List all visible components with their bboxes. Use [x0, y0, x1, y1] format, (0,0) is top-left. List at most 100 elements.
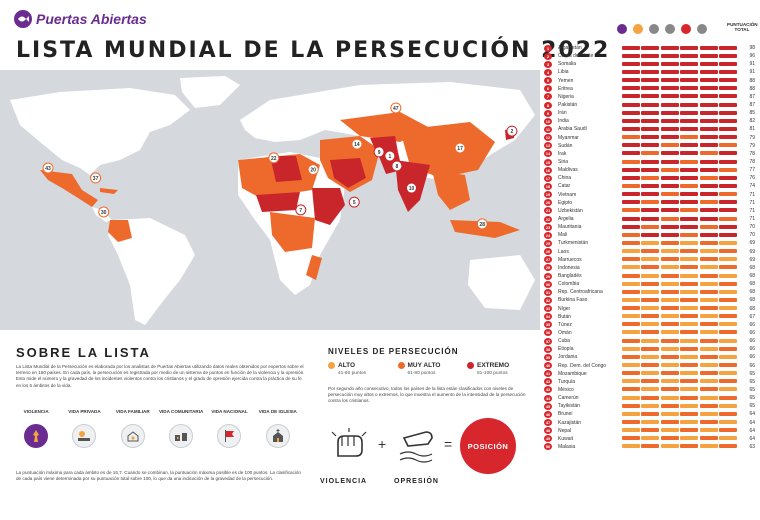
- page-title: LISTA MUNDIAL DE LA PERSECUCIÓN 2022: [16, 38, 611, 63]
- category-bar: [699, 167, 718, 172]
- category-bar: [699, 208, 718, 213]
- category-bar: [680, 175, 699, 180]
- map-marker-label: 7: [299, 208, 302, 214]
- country-score: 82: [749, 118, 755, 125]
- category-bar: [660, 53, 679, 58]
- category-bar: [622, 379, 640, 384]
- country-name: Bangladés: [558, 273, 582, 279]
- category-bar: [641, 363, 660, 368]
- category-bar: [719, 314, 738, 319]
- rank-badge: 8: [544, 101, 552, 109]
- category-bar: [660, 69, 679, 74]
- category-bar: [680, 428, 699, 433]
- category-bar: [660, 420, 679, 425]
- category-bars: [622, 428, 738, 433]
- category-bar: [622, 346, 640, 351]
- category-bar: [660, 126, 679, 131]
- category-bars: [622, 395, 738, 401]
- country-row: 31 Rep. Centroafricana 68: [544, 288, 756, 296]
- country-row: 30 Colombia 68: [544, 280, 756, 288]
- category-bar: [699, 281, 718, 286]
- category-bar: [719, 444, 738, 449]
- rank-badge: 33: [544, 305, 552, 313]
- category-bar: [719, 135, 738, 140]
- category-bar: [622, 53, 640, 58]
- country-score: 64: [749, 427, 755, 434]
- private-life-icon: [72, 424, 97, 448]
- category-bar: [622, 61, 640, 66]
- category-bar: [680, 69, 699, 74]
- country-name: Marruecos: [558, 256, 582, 263]
- category-bar: [622, 428, 640, 433]
- category-bars: [622, 86, 738, 91]
- category-bar: [622, 208, 640, 213]
- category-bars: [622, 289, 738, 295]
- category-bar: [641, 387, 660, 392]
- land-australia: [468, 255, 535, 310]
- category-bar: [622, 135, 640, 140]
- country-name: Irán: [558, 110, 567, 117]
- category-bar: [680, 183, 699, 188]
- country-row: 7 Nigeria 87: [544, 93, 756, 101]
- position-badge: POSICIÓN: [460, 418, 516, 474]
- logo: Puertas Abiertas: [14, 10, 147, 28]
- country-name: México: [558, 386, 574, 393]
- category-bar: [719, 224, 738, 229]
- category-bar: [699, 159, 718, 164]
- category-bar: [680, 135, 699, 140]
- map-marker: [506, 125, 518, 137]
- category-bars: [622, 200, 738, 205]
- country-score: 98: [749, 45, 755, 52]
- country-name: Mali: [558, 232, 568, 239]
- level-alto: ALTO 41-60 puntos: [328, 362, 394, 376]
- category-bar: [699, 151, 718, 156]
- country-score: 68: [749, 305, 755, 312]
- map-marker-label: 1: [388, 154, 391, 160]
- map-marker-label: 5: [353, 200, 356, 206]
- category-bar: [680, 346, 699, 351]
- category-national-life: VIDA NACIONAL: [205, 409, 253, 448]
- country-row: 13 Sudán 79: [544, 142, 756, 150]
- country-score: 64: [749, 435, 755, 442]
- level-range: 41-60 puntos: [338, 371, 367, 376]
- category-bar: [641, 110, 660, 115]
- category-bar: [622, 126, 640, 131]
- rank-badge: 27: [544, 256, 552, 264]
- country-name: Pakistán: [558, 102, 578, 109]
- category-bar: [719, 69, 738, 74]
- category-bar: [719, 102, 738, 107]
- category-bar: [622, 200, 640, 205]
- rank-badge: 40: [544, 362, 552, 370]
- category-bar: [719, 265, 738, 270]
- category-bar: [699, 444, 718, 449]
- category-bar: [680, 78, 699, 83]
- country-name: Laos: [558, 248, 569, 255]
- category-bar: [641, 297, 660, 302]
- church-life-icon: [697, 24, 707, 34]
- category-bar: [719, 151, 738, 156]
- map-marker: [476, 218, 488, 230]
- category-bar: [680, 330, 699, 335]
- category-bar: [660, 208, 679, 213]
- category-bar: [719, 192, 738, 197]
- country-score: 65: [749, 395, 755, 402]
- category-bars: [622, 322, 738, 327]
- category-bar: [680, 240, 699, 245]
- category-bar: [680, 257, 699, 262]
- category-bar: [660, 444, 679, 449]
- category-bar: [680, 363, 699, 368]
- category-bar: [622, 102, 640, 107]
- country-score: 77: [749, 167, 755, 174]
- country-score: 64: [749, 411, 755, 418]
- category-bar: [680, 354, 699, 359]
- category-bar: [719, 159, 738, 164]
- category-bar: [641, 314, 660, 319]
- category-bar: [719, 281, 738, 286]
- category-bar: [660, 322, 679, 327]
- country-name: Myanmar: [558, 134, 579, 141]
- country-cuba: [100, 188, 118, 194]
- category-bar: [660, 159, 679, 164]
- level-name: EXTREMO: [477, 362, 510, 369]
- category-bar: [699, 420, 718, 425]
- category-bars: [622, 330, 738, 335]
